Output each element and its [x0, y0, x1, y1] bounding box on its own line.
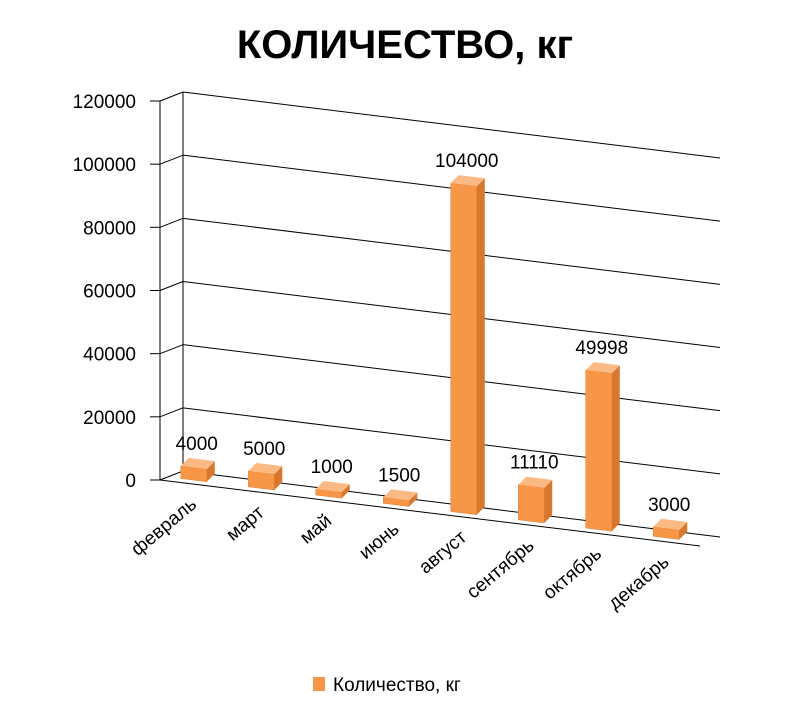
bar-side: [476, 178, 485, 515]
y-tick-label: 0: [125, 471, 136, 492]
bar: [653, 518, 688, 540]
bar-side: [679, 521, 688, 540]
data-label: 4000: [176, 434, 218, 455]
bar-front: [518, 484, 545, 524]
bar: [180, 457, 215, 482]
gridline-depth: [159, 344, 184, 355]
gridline-depth: [159, 91, 184, 102]
bar-top: [383, 489, 418, 501]
bar-side: [274, 466, 283, 490]
bar-front: [653, 526, 680, 540]
bar: [585, 362, 620, 532]
bar-side: [341, 484, 350, 499]
bar-top: [518, 476, 553, 488]
bar-top: [653, 518, 688, 530]
legend-swatch: [313, 677, 325, 691]
data-label: 5000: [243, 439, 285, 460]
bar: [518, 476, 553, 524]
category-label: декабрь: [605, 552, 674, 615]
y-tick-label: 60000: [83, 282, 136, 303]
legend-label: Количество, кг: [333, 675, 461, 696]
category-label: февраль: [127, 494, 201, 561]
bar-side: [206, 461, 215, 482]
y-tick-label: 100000: [73, 155, 136, 176]
bar-top: [450, 175, 485, 187]
category-label: сентябрь: [463, 535, 539, 603]
bars: [180, 175, 688, 540]
category-label: август: [415, 527, 471, 579]
bar-side: [611, 365, 620, 532]
legend: Количество, кг: [313, 675, 461, 696]
gridline-depth: [159, 154, 184, 165]
bar-side: [409, 492, 418, 507]
bar-front: [450, 182, 477, 515]
x-axis-line: [159, 479, 701, 547]
y-axis-ticks: 0 20000 40000 60000 80000 100000 120000: [73, 92, 136, 492]
bar-front: [248, 470, 275, 491]
data-label: 11110: [510, 453, 559, 474]
bar-top: [585, 362, 620, 374]
data-labels: 4000 5000 1000 1500 104000 11110 49998 3000: [176, 151, 691, 516]
category-label: октябрь: [539, 543, 606, 604]
bar: [383, 489, 418, 507]
gridline-depth: [159, 407, 184, 418]
category-label: март: [222, 502, 268, 546]
bar: [315, 481, 350, 499]
bar-top: [315, 481, 350, 493]
bar-front: [585, 369, 612, 532]
chart-title: КОЛИЧЕСТВО, кг: [237, 23, 573, 67]
data-label: 49998: [575, 338, 628, 359]
data-label: 3000: [648, 495, 690, 516]
data-label: 1500: [378, 465, 420, 486]
y-tick-label: 120000: [73, 92, 136, 113]
category-label: июнь: [355, 519, 403, 564]
data-label: 1000: [311, 457, 353, 478]
gridline-depth: [159, 281, 184, 291]
data-label: 104000: [435, 151, 498, 172]
bar-front: [180, 465, 207, 482]
gridline-depth: [159, 217, 184, 228]
category-label: май: [296, 510, 336, 548]
gridline: [182, 91, 721, 159]
gridline-depth: [159, 470, 184, 481]
bar-top: [180, 457, 215, 470]
y-tick-label: 40000: [83, 345, 136, 366]
bar-top: [248, 462, 283, 475]
y-tick-label: 80000: [83, 218, 136, 239]
bar: [248, 462, 283, 491]
y-tick-label: 20000: [83, 408, 136, 429]
bar: [450, 175, 485, 515]
bar-side: [544, 479, 553, 523]
